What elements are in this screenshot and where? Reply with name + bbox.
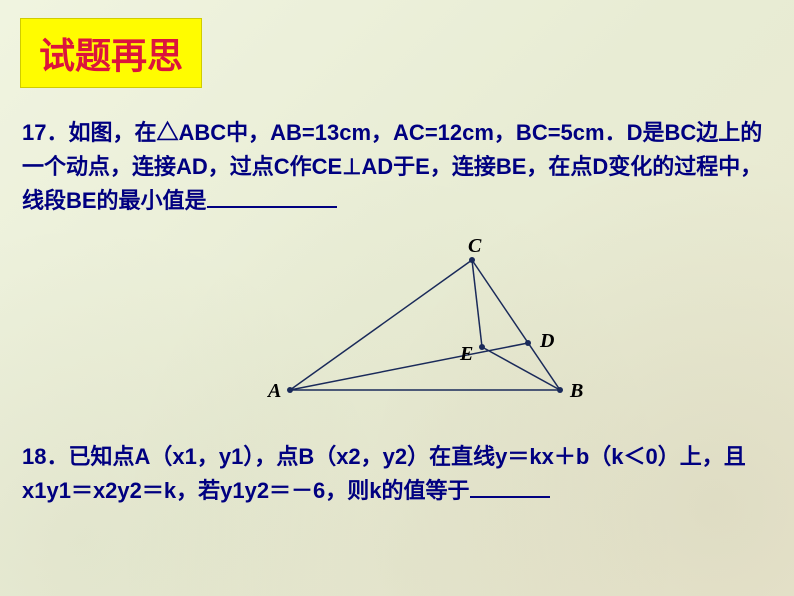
label-C: C xyxy=(468,235,481,258)
title-box: 试题再思 xyxy=(20,18,202,88)
problem-18-text: 已知点A（x1，y1），点B（x2，y2）在直线y＝kx＋b（k＜0）上，且x1… xyxy=(22,444,746,503)
point-B xyxy=(557,387,563,393)
point-A xyxy=(287,387,293,393)
line-BC xyxy=(472,260,560,390)
blank-line-17 xyxy=(207,206,337,208)
problem-17-text: 如图，在△ABC中，AB=13cm，AC=12cm，BC=5cm．D是BC边上的… xyxy=(22,120,762,213)
triangle-diagram: A B C D E xyxy=(260,235,600,425)
point-E xyxy=(479,344,485,350)
line-AD xyxy=(290,343,528,390)
blank-line-18 xyxy=(470,496,550,498)
label-A: A xyxy=(268,380,281,403)
label-D: D xyxy=(540,330,554,353)
line-AC xyxy=(290,260,472,390)
problem-18: 18．已知点A（x1，y1），点B（x2，y2）在直线y＝kx＋b（k＜0）上，… xyxy=(22,440,772,508)
point-D xyxy=(525,340,531,346)
label-B: B xyxy=(570,380,583,403)
problem-17: 17．如图，在△ABC中，AB=13cm，AC=12cm，BC=5cm．D是BC… xyxy=(22,116,772,218)
title-text: 试题再思 xyxy=(39,36,183,76)
problem-17-number: 17． xyxy=(22,120,68,145)
problem-18-number: 18． xyxy=(22,444,68,469)
label-E: E xyxy=(460,343,473,366)
line-BE xyxy=(482,347,560,390)
